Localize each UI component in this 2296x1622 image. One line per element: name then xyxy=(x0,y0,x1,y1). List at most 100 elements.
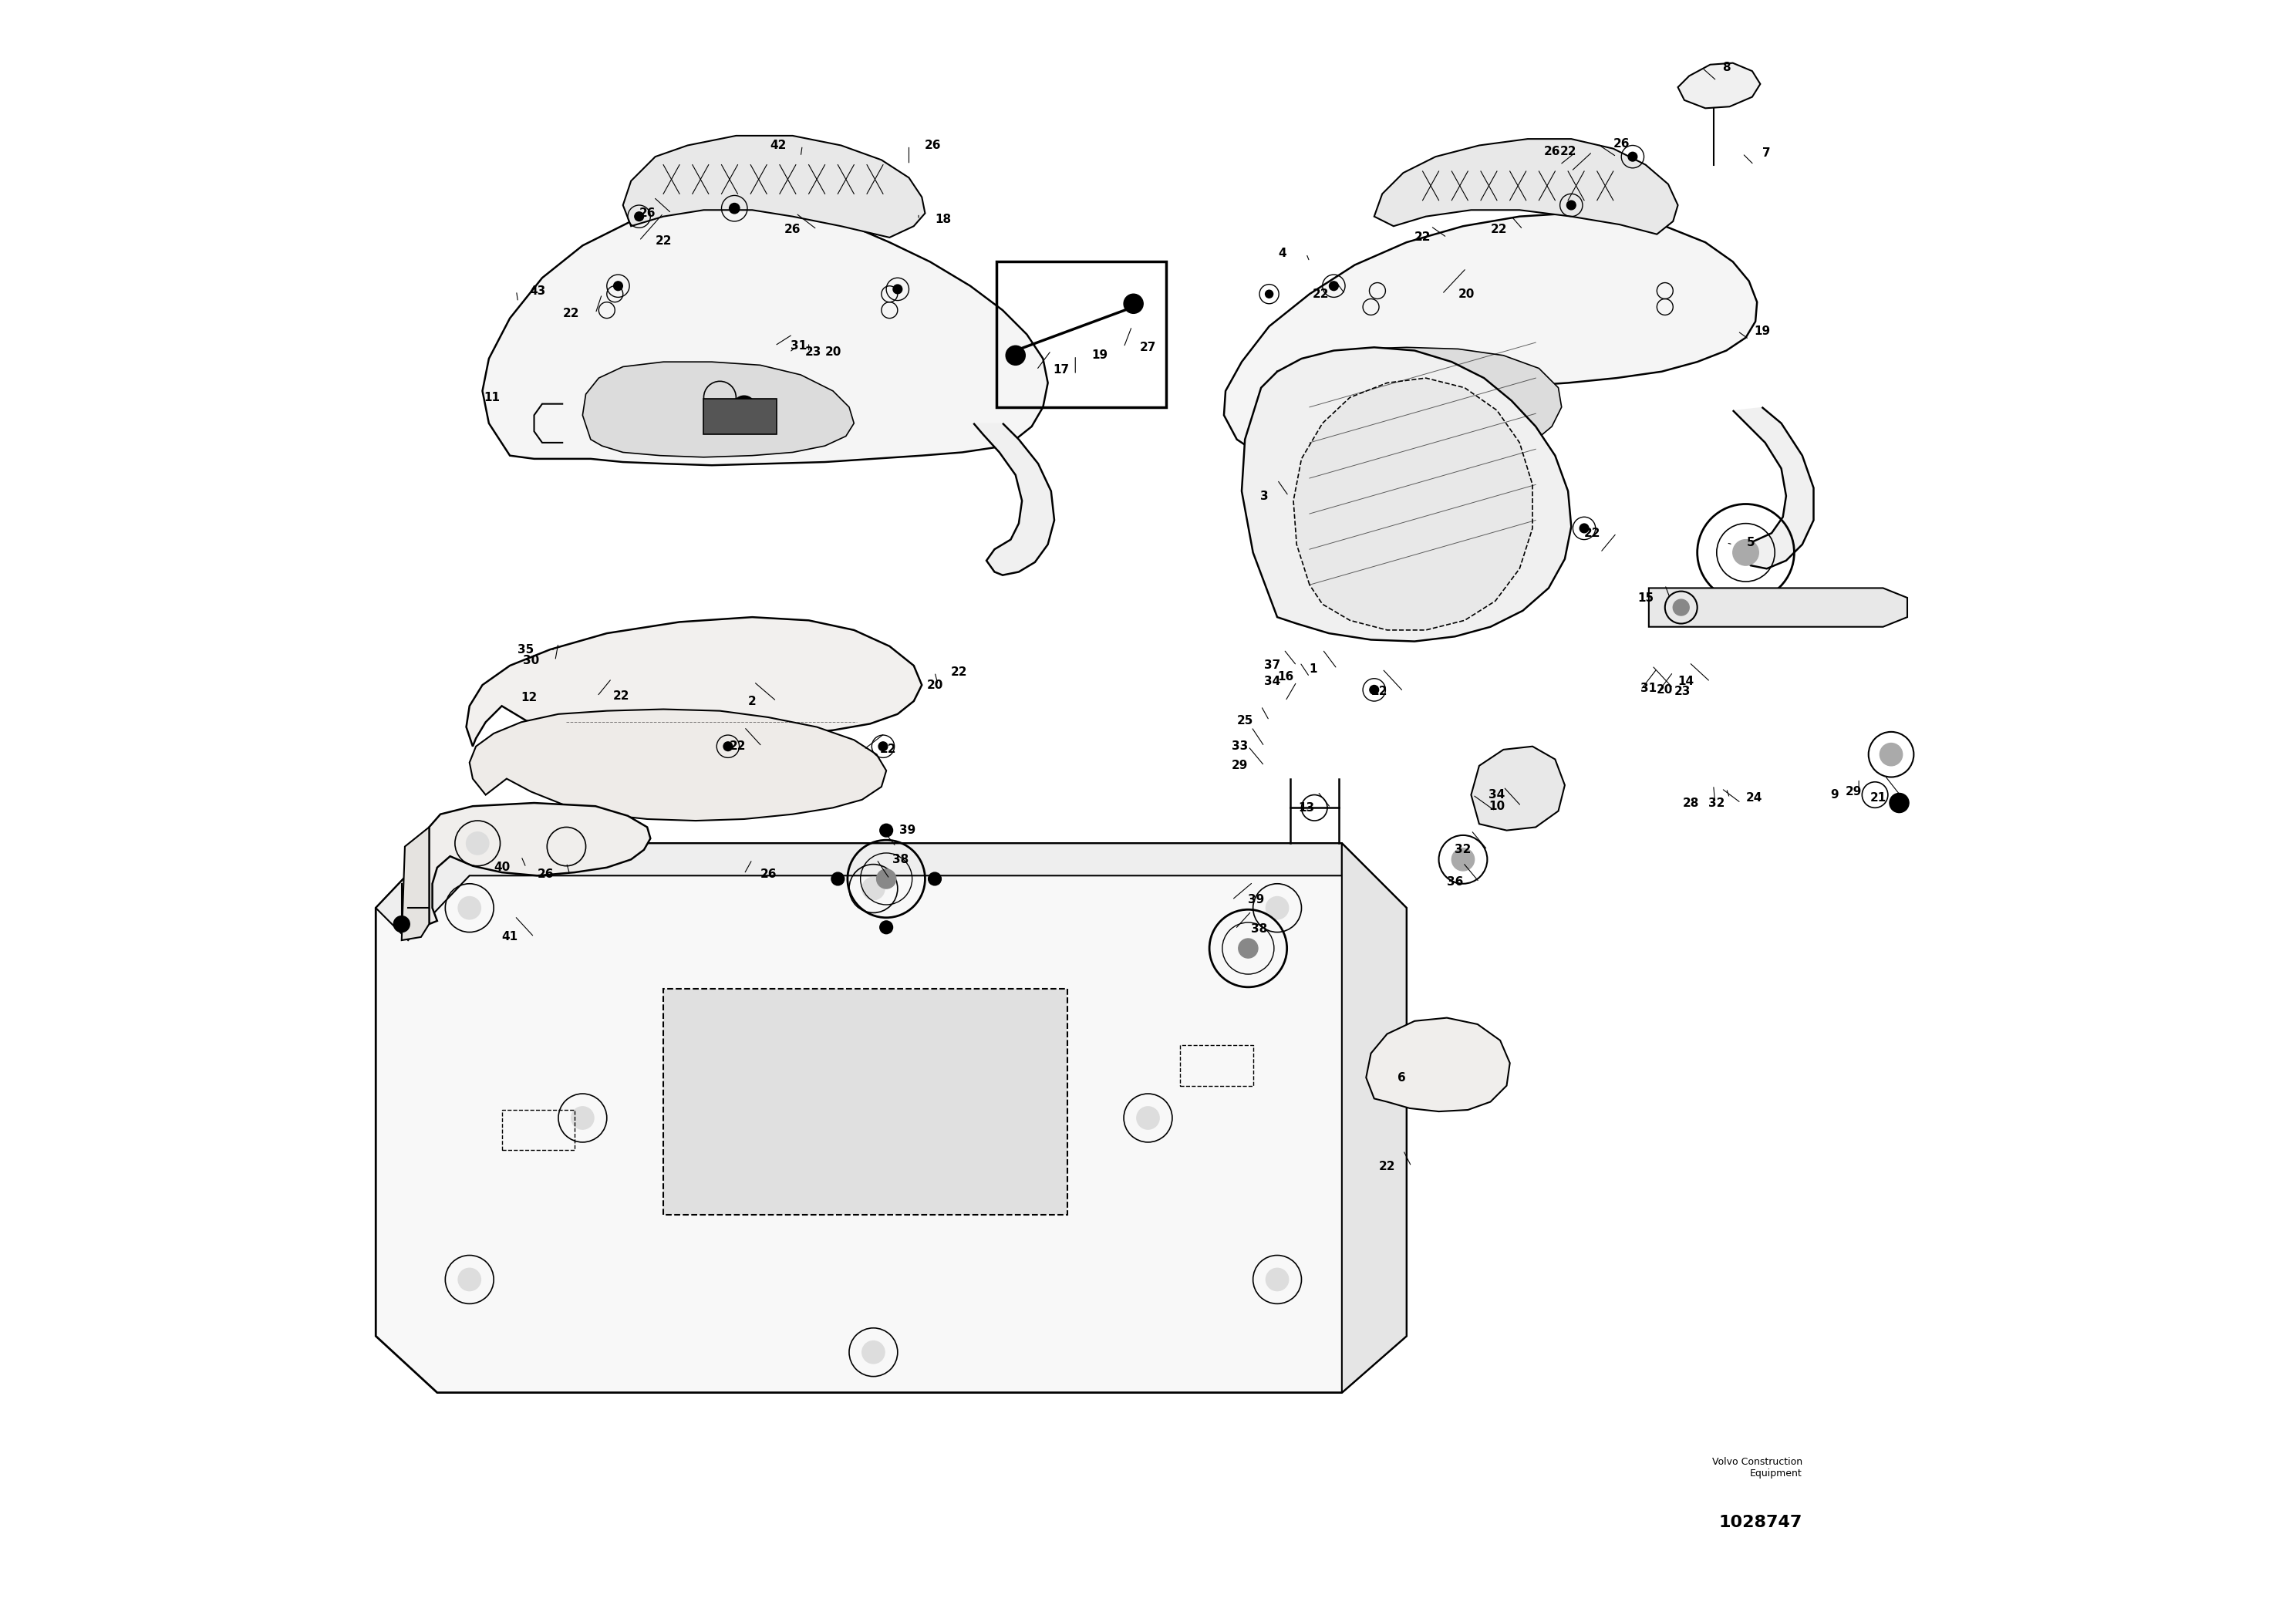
Text: 4: 4 xyxy=(1279,248,1286,260)
Text: 13: 13 xyxy=(1297,801,1316,814)
Text: 16: 16 xyxy=(1277,672,1293,683)
Text: 9: 9 xyxy=(1830,788,1839,801)
Circle shape xyxy=(393,916,409,933)
PathPatch shape xyxy=(1341,843,1407,1393)
PathPatch shape xyxy=(377,843,1407,1393)
Bar xyxy=(996,261,1166,407)
Text: 21: 21 xyxy=(1869,792,1887,805)
Text: 22: 22 xyxy=(1490,224,1506,235)
Text: Volvo Construction
Equipment: Volvo Construction Equipment xyxy=(1713,1457,1802,1478)
Circle shape xyxy=(1006,345,1026,365)
PathPatch shape xyxy=(468,709,886,821)
Text: 27: 27 xyxy=(1139,342,1157,354)
Text: 37: 37 xyxy=(1265,660,1281,672)
PathPatch shape xyxy=(1242,347,1570,641)
PathPatch shape xyxy=(1678,63,1761,109)
Text: 1: 1 xyxy=(1309,663,1318,675)
Text: 23: 23 xyxy=(806,347,822,358)
Circle shape xyxy=(1265,1268,1288,1291)
Circle shape xyxy=(1123,294,1143,313)
Circle shape xyxy=(723,741,732,751)
Circle shape xyxy=(1451,848,1474,871)
Text: 14: 14 xyxy=(1678,676,1694,688)
Circle shape xyxy=(1674,600,1690,615)
Text: 22: 22 xyxy=(1584,527,1600,539)
Text: 32: 32 xyxy=(1456,843,1472,855)
Text: 26: 26 xyxy=(785,224,801,235)
PathPatch shape xyxy=(1265,347,1561,469)
Text: 5: 5 xyxy=(1747,537,1754,548)
Text: 23: 23 xyxy=(1674,686,1690,697)
Text: 22: 22 xyxy=(951,667,967,678)
PathPatch shape xyxy=(622,136,925,237)
Text: 31: 31 xyxy=(790,341,808,352)
Circle shape xyxy=(1628,152,1637,161)
Text: 26: 26 xyxy=(537,868,553,879)
PathPatch shape xyxy=(1366,1017,1511,1111)
Text: 22: 22 xyxy=(1559,146,1577,157)
Circle shape xyxy=(861,878,884,900)
Text: 29: 29 xyxy=(1233,761,1249,772)
Text: 20: 20 xyxy=(1458,289,1474,300)
Text: 6: 6 xyxy=(1398,1072,1405,1083)
Text: 22: 22 xyxy=(563,308,579,320)
Circle shape xyxy=(879,921,893,934)
PathPatch shape xyxy=(377,843,1341,941)
Circle shape xyxy=(879,741,889,751)
PathPatch shape xyxy=(1224,212,1756,456)
Circle shape xyxy=(459,897,480,920)
Text: 32: 32 xyxy=(1708,796,1724,809)
PathPatch shape xyxy=(1293,378,1531,629)
Circle shape xyxy=(877,869,895,889)
Text: 31: 31 xyxy=(1642,683,1658,694)
Text: 26: 26 xyxy=(638,208,654,219)
Text: 34: 34 xyxy=(1265,676,1281,688)
Text: 40: 40 xyxy=(494,861,510,873)
Circle shape xyxy=(634,212,643,221)
Text: 18: 18 xyxy=(934,214,951,225)
Text: 39: 39 xyxy=(1249,894,1265,905)
Text: 20: 20 xyxy=(1658,684,1674,696)
Text: 22: 22 xyxy=(1380,1161,1396,1173)
Circle shape xyxy=(1265,897,1288,920)
Circle shape xyxy=(1566,201,1575,209)
Text: 33: 33 xyxy=(1233,741,1249,753)
Text: 7: 7 xyxy=(1763,148,1770,159)
Text: 42: 42 xyxy=(769,139,785,151)
Text: 38: 38 xyxy=(1251,923,1267,934)
Text: 22: 22 xyxy=(730,741,746,753)
Text: 3: 3 xyxy=(1261,490,1267,501)
Text: 8: 8 xyxy=(1722,62,1731,73)
Text: 34: 34 xyxy=(1488,788,1506,801)
Circle shape xyxy=(1265,290,1272,298)
Text: 26: 26 xyxy=(925,139,941,151)
Text: 15: 15 xyxy=(1637,592,1653,603)
PathPatch shape xyxy=(583,362,854,457)
Circle shape xyxy=(730,203,739,214)
Circle shape xyxy=(1890,793,1908,813)
Text: 20: 20 xyxy=(928,680,944,691)
PathPatch shape xyxy=(429,803,650,925)
Text: 11: 11 xyxy=(484,391,501,404)
Text: 26: 26 xyxy=(1614,138,1630,149)
PathPatch shape xyxy=(1649,589,1908,626)
Circle shape xyxy=(928,873,941,886)
Text: 29: 29 xyxy=(1846,785,1862,798)
Text: 35: 35 xyxy=(519,644,535,655)
Circle shape xyxy=(613,281,622,290)
Text: 10: 10 xyxy=(1488,800,1506,813)
Circle shape xyxy=(861,1341,884,1364)
Circle shape xyxy=(1733,540,1759,566)
Text: 1028747: 1028747 xyxy=(1720,1515,1802,1530)
Text: 22: 22 xyxy=(879,744,895,756)
Text: 36: 36 xyxy=(1446,876,1463,887)
Circle shape xyxy=(1435,371,1458,394)
PathPatch shape xyxy=(664,989,1068,1215)
Text: 19: 19 xyxy=(1091,350,1107,362)
Text: 22: 22 xyxy=(654,235,673,247)
Text: 41: 41 xyxy=(503,931,519,942)
Text: 12: 12 xyxy=(521,693,537,704)
PathPatch shape xyxy=(1472,746,1566,830)
PathPatch shape xyxy=(974,423,1054,576)
PathPatch shape xyxy=(482,200,1047,466)
